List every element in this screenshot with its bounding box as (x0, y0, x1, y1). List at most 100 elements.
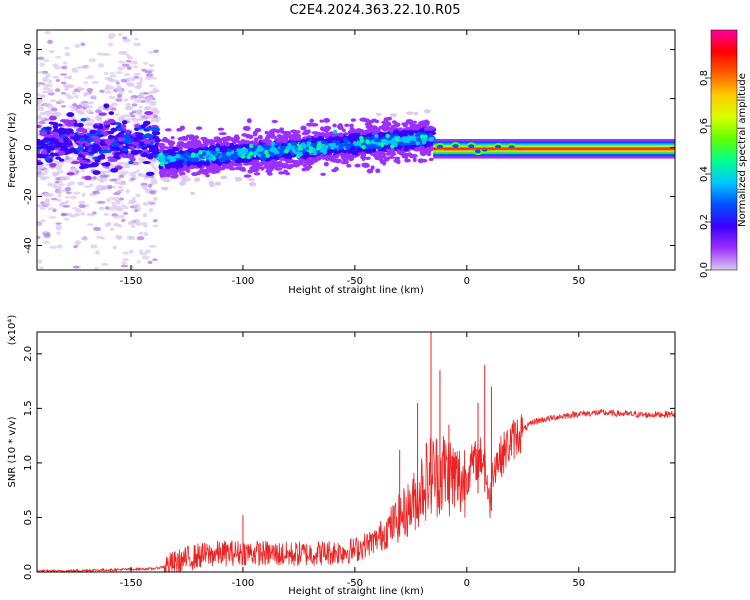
spectrogram-band-point (324, 162, 329, 167)
spectrogram-core-point (155, 138, 161, 142)
spectrogram-band-point (179, 150, 185, 154)
spectrogram-noise-point (143, 203, 150, 205)
spectrogram-band-point (186, 169, 191, 173)
spectrogram-noise-point (105, 223, 111, 227)
spectrogram-noise-point (101, 263, 108, 266)
spectrogram-ridge-spot (301, 142, 305, 146)
spectrogram-band-point (362, 153, 367, 156)
spectrogram-band-point (220, 149, 227, 153)
spectrogram-noise-point (44, 103, 52, 107)
spectrogram-band-point (397, 142, 405, 145)
spectrogram-band-point (175, 165, 181, 168)
spectrogram-y-axis-label: Frequency (Hz) (7, 112, 18, 188)
spectrogram-noise-point (151, 101, 157, 103)
spectrogram-noise-point (61, 213, 68, 216)
spectrogram-band-point (223, 141, 227, 144)
spectrogram-noise-point (116, 89, 122, 92)
spectrogram-band-point (309, 119, 314, 123)
spectrogram-noise-point (65, 196, 69, 199)
spectrogram-noise-point (153, 87, 158, 91)
spectrogram-band-point (290, 130, 297, 133)
spectrogram-band-point (288, 136, 295, 140)
spectrogram-noise-point (64, 46, 69, 49)
spectrogram-ridge-spot (238, 152, 242, 156)
spectrogram-band-point (220, 176, 227, 180)
spectrogram-noise-point (110, 228, 114, 231)
spectrogram-band-point (402, 136, 408, 139)
spectrogram-core-point (140, 124, 146, 128)
spectrogram-noise-point (60, 73, 67, 76)
spectrogram-noise-point (123, 114, 131, 117)
spectrogram-noise-point (149, 91, 154, 94)
spectrogram-ridge-spot (271, 142, 275, 146)
spectrogram-band-point (401, 122, 409, 126)
spectrogram-band-point (196, 126, 202, 129)
spectrogram-noise-point (115, 113, 120, 116)
spectrogram-noise-point (110, 197, 114, 200)
spectrogram-band-point (272, 164, 276, 169)
spectrogram-wiggle-core (468, 144, 474, 148)
spectrogram-noise-point (99, 90, 105, 93)
spectrogram-noise-point (117, 190, 121, 193)
snr-x-tick-label: 0 (464, 578, 470, 589)
spectrogram-band-point (299, 158, 304, 162)
spectrogram-noise-point (125, 189, 129, 193)
spectrogram-noise-point (76, 110, 81, 113)
spectrogram-band-point (337, 124, 343, 129)
spectrogram-band-point (234, 136, 240, 140)
spectrogram-ridge-spot (257, 145, 261, 149)
spectrogram-core-point (101, 163, 110, 167)
spectrogram-band-point (194, 177, 200, 182)
spectrogram-ridge-spot (273, 150, 277, 154)
spectrogram-band-point (326, 151, 333, 154)
spectrogram-noise-point (70, 196, 77, 200)
spectrogram-core-point (97, 156, 106, 159)
spectrogram-band-point (190, 192, 195, 195)
snr-x-axis-label: Height of straight line (km) (288, 586, 424, 597)
spectrogram-core-point (133, 142, 140, 146)
spectrogram-noise-point (123, 212, 128, 215)
spectrogram-band-point (183, 165, 187, 169)
spectrogram-ridge-spot (323, 150, 327, 154)
spectrogram-noise-point (126, 166, 130, 169)
spectrogram-noise-point (112, 246, 117, 250)
spectrogram-noise-point (91, 95, 96, 98)
spectrogram-band-point (196, 141, 201, 145)
spectrogram-y-tick-label: -40 (23, 237, 34, 253)
spectrogram-noise-point (143, 225, 148, 228)
spectrogram-noise-point (137, 85, 141, 89)
spectrogram-band-point (280, 135, 287, 138)
spectrogram-band-point (229, 162, 233, 166)
spectrogram-ridge-spot (353, 141, 357, 145)
spectrogram-noise-point (149, 245, 157, 248)
spectrogram-noise-point (86, 109, 93, 113)
spectrogram-noise-point (38, 260, 42, 264)
snr-plot-area (37, 332, 675, 572)
spectrogram-core-point (69, 133, 75, 136)
spectrogram-core-point (79, 137, 85, 141)
spectrogram-noise-point (116, 71, 123, 74)
spectrogram-ridge-spot (422, 140, 426, 144)
spectrogram-noise-point (109, 72, 115, 75)
spectrogram-noise-point (143, 213, 147, 217)
spectrogram-band-point (346, 164, 351, 168)
spectrogram-band-point (427, 127, 434, 131)
spectrogram-noise-point (43, 87, 49, 91)
spectrogram-ridge-spot (284, 149, 288, 153)
spectrogram-core-point (58, 124, 63, 127)
spectrogram-noise-point (121, 265, 129, 268)
spectrogram-core-point (122, 120, 128, 124)
spectrogram-noise-point (130, 178, 135, 181)
spectrogram-noise-point (47, 40, 53, 44)
spectrogram-core-point (77, 123, 84, 127)
spectrogram-noise-point (108, 43, 113, 47)
spectrogram-band-point (230, 143, 234, 147)
spectrogram-noise-point (121, 204, 126, 207)
spectrogram-noise-point (93, 227, 101, 231)
spectrogram-band-point (182, 178, 189, 182)
snr-y-axis-label: SNR (10 * v/v) (7, 416, 18, 487)
spectrogram-noise-point (122, 252, 129, 255)
spectrogram-noise-point (134, 99, 142, 103)
spectrogram-band-point (260, 160, 266, 165)
spectrogram-noise-point (134, 204, 140, 208)
